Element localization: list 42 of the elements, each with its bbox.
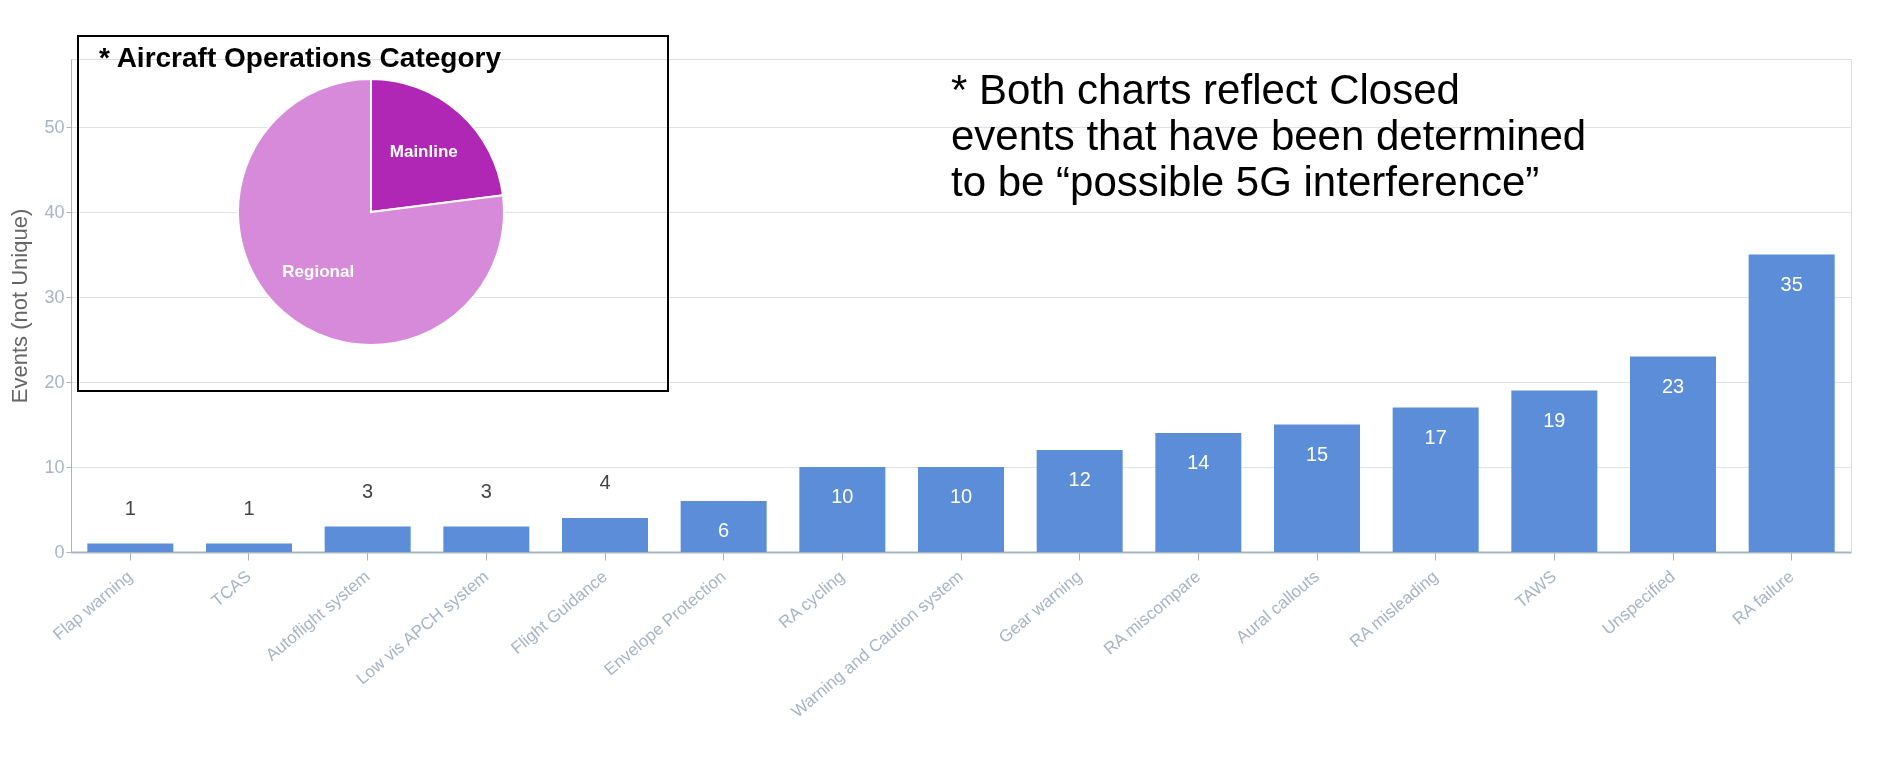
data-label: 10 xyxy=(949,485,973,507)
data-label: 17 xyxy=(1424,425,1447,448)
pie-slice xyxy=(237,78,505,346)
bar xyxy=(206,543,292,552)
bar xyxy=(1036,450,1123,552)
data-label: 10 xyxy=(831,485,854,507)
data-label: 14 xyxy=(1187,451,1210,473)
bar xyxy=(1748,254,1835,552)
bar xyxy=(1155,433,1242,552)
data-label: 3 xyxy=(480,479,492,502)
bar xyxy=(324,526,411,552)
y-tick-label: 10 xyxy=(44,456,65,477)
y-tick-label: 50 xyxy=(44,116,65,137)
bar xyxy=(87,543,174,552)
data-label: 19 xyxy=(1543,408,1566,431)
data-label: 15 xyxy=(1305,442,1329,465)
data-label: 23 xyxy=(1661,374,1685,397)
bar xyxy=(1274,424,1360,552)
y-tick-label: 40 xyxy=(44,201,65,222)
data-label: 1 xyxy=(243,496,255,519)
y-tick-label: 30 xyxy=(44,286,65,307)
bar xyxy=(562,518,648,552)
y-tick-label: 20 xyxy=(44,371,65,392)
y-axis-title: Events (not Unique) xyxy=(7,208,33,404)
chart-title: * Aircraft Operations Category xyxy=(99,42,502,73)
data-label: 12 xyxy=(1068,468,1091,490)
y-tick-label: 0 xyxy=(54,541,65,562)
bar xyxy=(443,526,530,552)
bar xyxy=(1511,390,1598,552)
annotation: * Both charts reflect Closed events that have been determined to be “possible 5G interference” xyxy=(951,66,1587,205)
data-label: 4 xyxy=(599,471,611,493)
bar xyxy=(799,467,886,552)
data-label: 1 xyxy=(124,496,136,519)
bar xyxy=(918,467,1004,552)
data-label: 6 xyxy=(718,519,730,541)
data-label: 3 xyxy=(362,479,374,502)
bar xyxy=(1392,407,1479,552)
slice-label: Mainline xyxy=(389,142,458,162)
bar xyxy=(1630,356,1716,552)
data-label: 35 xyxy=(1780,272,1803,295)
slice-label: Regional xyxy=(282,261,355,281)
bar xyxy=(680,501,767,552)
